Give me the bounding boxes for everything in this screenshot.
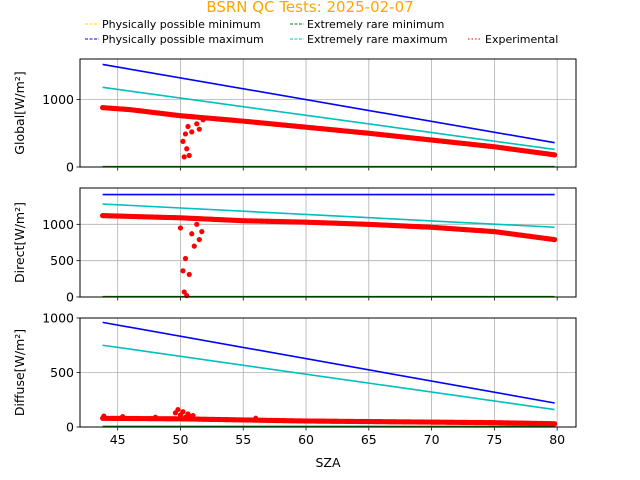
experimental-point: [177, 225, 184, 231]
x-tick-label-70: 70: [424, 432, 440, 447]
experimental-point: [186, 271, 192, 278]
experimental-point: [175, 406, 181, 413]
experimental-point: [185, 123, 191, 130]
x-tick-label-80: 80: [549, 432, 565, 447]
experimental-point: [196, 126, 202, 132]
experimental-point: [182, 255, 189, 262]
panel-direct: 0 500 1000 Direct[W/m²]: [12, 187, 577, 305]
experimental-point: [182, 131, 189, 137]
series-max_possible: [102, 63, 555, 144]
experimental-point: [190, 412, 196, 419]
experimental-point: [552, 152, 558, 158]
experimental-point: [181, 289, 187, 295]
experimental-point: [552, 421, 558, 427]
y-axis-label: Direct[W/m²]: [12, 202, 27, 283]
series-experimental: [100, 213, 558, 299]
y-tick-label-500: 500: [50, 253, 74, 268]
experimental-point: [194, 121, 200, 127]
experimental-point: [199, 229, 205, 235]
experimental-point: [152, 414, 158, 420]
experimental-point: [120, 414, 126, 420]
chart-title: BSRN QC Tests: 2025-02-07: [206, 0, 413, 16]
experimental-point: [194, 221, 200, 227]
series-experimental: [100, 105, 558, 160]
experimental-point: [189, 129, 195, 135]
y-tick-label-0: 0: [66, 160, 74, 175]
legend-label-max_rare: Extremely rare maximum: [307, 33, 448, 46]
panel-frame: [79, 317, 577, 428]
experimental-point: [180, 409, 186, 415]
legend-label-experimental: Experimental: [485, 33, 558, 46]
experimental-point: [184, 146, 190, 152]
panel-frame: [79, 187, 577, 298]
y-tick-label-1000: 1000: [42, 217, 74, 232]
legend: Physically possible minimum Extremely rar…: [85, 18, 558, 46]
series-max_rare: [102, 203, 555, 229]
x-axis-label: SZA: [315, 455, 340, 470]
x-tick-label-55: 55: [235, 432, 251, 447]
legend-label-max_possible: Physically possible maximum: [102, 33, 264, 46]
experimental-point: [552, 236, 558, 243]
experimental-point: [186, 152, 192, 159]
y-tick-label-1000: 1000: [42, 92, 74, 107]
legend-label-min_rare: Extremely rare minimum: [307, 18, 444, 31]
series-max_possible: [102, 321, 555, 404]
y-axis-label: Diffuse[W/m²]: [12, 329, 27, 416]
series-max_rare: [102, 344, 555, 411]
experimental-point: [191, 114, 197, 120]
experimental-point: [200, 117, 206, 123]
y-tick-label-0: 0: [66, 290, 74, 305]
series-max_rare: [102, 86, 555, 151]
experimental-point: [189, 231, 195, 237]
y-tick-label-0: 0: [66, 420, 74, 435]
experimental-point: [180, 268, 186, 274]
experimental-point: [101, 413, 107, 419]
experimental-point: [191, 243, 197, 249]
x-tick-label-60: 60: [298, 432, 314, 447]
panel-diffuse: 45 50 55 60 65 70 75 80 0 500 1000 Diffuse[W/m²] SZA: [12, 311, 577, 470]
panel-frame: [79, 58, 577, 168]
y-tick-label-1000: 1000: [42, 311, 74, 326]
series-experimental: [100, 406, 558, 427]
experimental-point: [196, 236, 202, 243]
x-tick-label-75: 75: [486, 432, 502, 447]
experimental-point: [253, 415, 259, 421]
experimental-point: [180, 138, 186, 144]
y-tick-label-500: 500: [50, 365, 74, 380]
y-axis-label: Global[W/m²]: [12, 71, 27, 154]
x-tick-label-50: 50: [173, 432, 189, 447]
x-tick-label-45: 45: [110, 432, 126, 447]
panel-global: 0 1000 Global[W/m²]: [12, 58, 577, 175]
legend-label-min_possible: Physically possible minimum: [102, 18, 261, 31]
x-tick-label-65: 65: [361, 432, 377, 447]
experimental-point: [181, 154, 187, 160]
